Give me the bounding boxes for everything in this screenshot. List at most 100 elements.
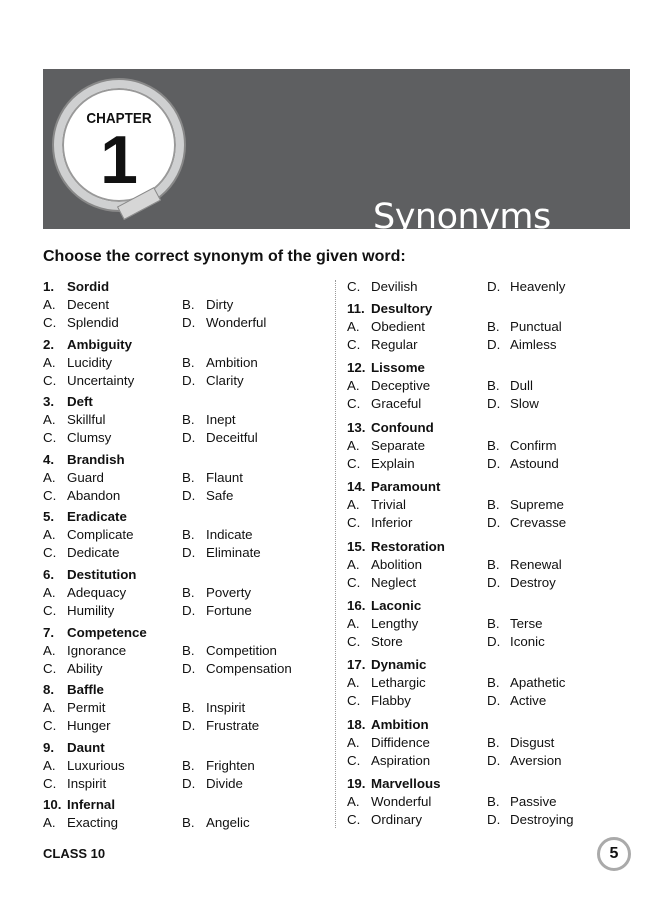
option-text: Lucidity — [67, 354, 113, 370]
question-word: Daunt — [67, 739, 105, 755]
option-letter: D. — [487, 574, 501, 590]
question-item: 13. Confound A. Separate B. Confirm C. Explain D… — [347, 419, 627, 478]
question-word: Confound — [371, 419, 434, 435]
chapter-badge: CHAPTER 1 — [54, 80, 184, 210]
question-number: 15. — [347, 538, 366, 554]
continued-options-row: C. Devilish D. Heavenly — [347, 278, 627, 300]
option-letter: D. — [487, 752, 501, 768]
option-text: Dirty — [206, 297, 234, 312]
option-text: Angelic — [206, 815, 250, 831]
chapter-number: 1 — [100, 122, 138, 198]
question-word: Dynamic — [371, 657, 427, 673]
options-row: C. Explain D. Astound — [347, 455, 627, 473]
option-text: Luxurious — [67, 757, 125, 773]
options-row: C. Flabby D. Active — [347, 692, 627, 710]
options-row: A. Lucidity B. Ambition — [43, 354, 328, 372]
option-letter: C. — [43, 660, 57, 676]
question-word: Laconic — [371, 597, 422, 613]
question-number: 4. — [43, 451, 55, 467]
option-text: Wonderful — [371, 794, 432, 810]
option-letter: D. — [487, 455, 501, 471]
option-letter: B. — [487, 794, 500, 810]
question-header: 15. Restoration — [347, 538, 627, 556]
question-header: 1. Sordid — [43, 278, 328, 296]
option-letter: B. — [487, 734, 500, 750]
question-header: 16. Laconic — [347, 597, 627, 615]
option-text: Obedient — [371, 319, 425, 334]
options-row: A. Complicate B. Indicate — [43, 526, 328, 544]
option-text: Destroying — [510, 812, 574, 828]
option-letter: A. — [347, 556, 360, 572]
option-text: Active — [510, 693, 547, 709]
question-word: Ambiguity — [67, 336, 133, 352]
option-text: Abandon — [67, 487, 121, 503]
question-number: 9. — [43, 739, 55, 755]
question-header: 4. Brandish — [43, 451, 328, 469]
options-row: C. Abandon D. Safe — [43, 487, 328, 505]
option-letter: C. — [43, 430, 57, 446]
option-text: Inept — [206, 412, 236, 428]
question-word: Sordid — [67, 279, 110, 294]
options-row: A. Lengthy B. Terse — [347, 615, 627, 633]
question-number: 10. — [43, 797, 62, 813]
option-letter: C. — [43, 372, 57, 388]
option-letter: D. — [182, 718, 196, 734]
option-letter: D. — [487, 812, 501, 828]
option-letter: B. — [182, 527, 195, 543]
options-row: A. Lethargic B. Apathetic — [347, 674, 627, 692]
question-item: 2. Ambiguity A. Lucidity B. Ambition C. Uncerta… — [43, 336, 328, 394]
options-row: C. Splendid D. Wonderful — [43, 314, 328, 332]
question-item: 1. Sordid A. Decent B. Dirty C. Splendid D. Wonde… — [43, 278, 328, 336]
chapter-title: Synonyms — [373, 197, 551, 237]
option-letter: A. — [347, 497, 360, 513]
question-header: 9. Daunt — [43, 739, 328, 757]
options-row: A. Skillful B. Inept — [43, 411, 328, 429]
question-header: 8. Baffle — [43, 681, 328, 699]
options-row: A. Ignorance B. Competition — [43, 642, 328, 660]
option-letter: B. — [487, 556, 500, 572]
options-row: C. Ordinary D. Destroying — [347, 811, 627, 829]
option-letter: C. — [347, 693, 361, 709]
option-text: Punctual — [510, 319, 562, 334]
option-letter: B. — [487, 615, 500, 631]
option-text: Clarity — [206, 372, 244, 388]
option-letter: B. — [182, 757, 195, 773]
page-number: 5 — [597, 837, 631, 871]
question-header: 10. Infernal — [43, 796, 328, 814]
option-text: Competition — [206, 642, 277, 658]
option-text: Ordinary — [371, 812, 422, 828]
option-text: Hunger — [67, 718, 111, 734]
option-text: Complicate — [67, 527, 134, 543]
option-letter: C. — [43, 775, 57, 791]
option-letter: B. — [182, 815, 195, 831]
instruction: Choose the correct synonym of the given … — [43, 248, 406, 265]
option-text: Ignorance — [67, 642, 127, 658]
option-text: Fortune — [206, 602, 252, 618]
option-letter: A. — [347, 615, 360, 631]
option-letter: A. — [43, 469, 56, 485]
option-text: Dull — [510, 378, 533, 394]
option-text: Uncertainty — [67, 372, 135, 388]
option-text: Deceitful — [206, 430, 258, 446]
question-number: 8. — [43, 682, 55, 698]
options-row: A. Obedient B. Punctual — [347, 318, 627, 336]
option-text: Ability — [67, 660, 103, 676]
option-text: Flabby — [371, 693, 411, 709]
option-letter: B. — [182, 700, 195, 716]
option-text: Frighten — [206, 757, 255, 773]
question-item: 10. Infernal A. Exacting B. Angelic — [43, 796, 328, 854]
option-letter: C. — [347, 633, 361, 649]
question-number: 14. — [347, 479, 366, 495]
option-text: Neglect — [371, 574, 417, 590]
option-letter: C. — [347, 396, 361, 412]
question-word: Deft — [67, 394, 93, 410]
option-text: Store — [371, 633, 403, 649]
question-item: 14. Paramount A. Trivial B. Supreme C. Inferior… — [347, 478, 627, 537]
options-row: A. Permit B. Inspirit — [43, 699, 328, 717]
option-text: Permit — [67, 700, 106, 716]
option-text: Poverty — [206, 584, 252, 600]
option-text: Lethargic — [371, 675, 426, 691]
question-word: Lissome — [371, 360, 425, 376]
options-row: C. Hunger D. Frustrate — [43, 717, 328, 735]
question-item: 12. Lissome A. Deceptive B. Dull C. Graceful D. S… — [347, 359, 627, 418]
